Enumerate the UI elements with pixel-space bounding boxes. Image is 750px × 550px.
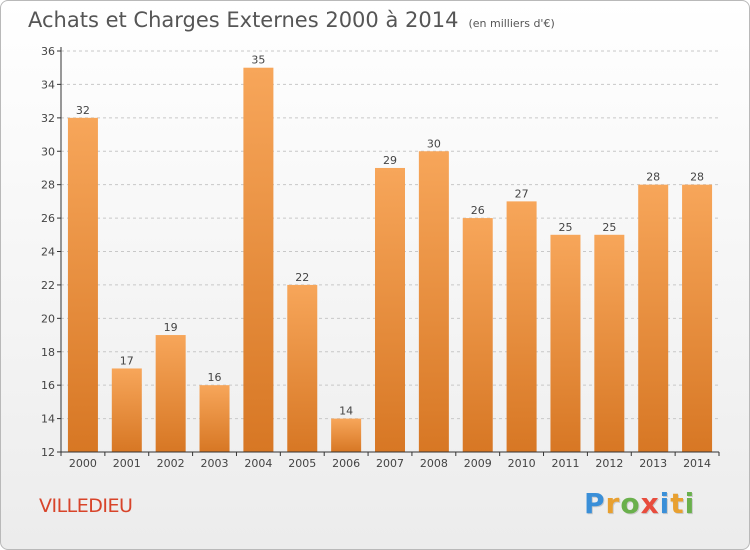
y-tick-label: 26 [41,212,55,225]
x-tick-label: 2013 [639,457,667,470]
bar-2014 [682,184,713,452]
data-label-2011: 25 [558,221,572,234]
data-label-2010: 27 [515,187,529,200]
chart-title-text: Achats et Charges Externes 2000 à 2014 [28,8,459,32]
y-tick-label: 30 [41,145,55,158]
data-label-2003: 16 [208,371,222,384]
data-label-2001: 17 [120,354,134,367]
bars [67,67,713,453]
chart-title: Achats et Charges Externes 2000 à 2014 (e… [28,8,555,32]
place-name: VILLEDIEU [39,495,133,517]
y-tick-label: 14 [41,413,55,426]
x-tick-label: 2014 [683,457,711,470]
data-label-2006: 14 [339,405,353,418]
axes [57,47,720,456]
bar-2003 [199,385,230,452]
y-tick-label: 34 [41,78,55,91]
logo-letter: t [670,487,685,520]
x-tick-label: 2009 [464,457,492,470]
x-tick-label: 2008 [420,457,448,470]
data-label-2012: 25 [602,221,616,234]
data-label-2009: 26 [471,204,485,217]
x-tick-label: 2010 [508,457,536,470]
bar-2011 [550,234,581,452]
logo-letter: x [640,487,660,520]
x-tick-label: 2000 [69,457,97,470]
bar-2004 [243,67,274,452]
bar-2002 [155,335,186,452]
y-tick-label: 12 [41,446,55,459]
data-label-2000: 32 [76,104,90,117]
x-tick-label: 2007 [376,457,404,470]
y-tick-label: 18 [41,346,55,359]
data-label-2005: 22 [295,271,309,284]
y-tick-label: 36 [41,45,55,58]
data-label-2014: 28 [690,171,704,184]
y-tick-label: 24 [41,246,55,259]
bar-2012 [594,234,625,452]
labels: 12 14 16 18 20 22 24 26 28 30 32 34 36 32 2000 17 2001 19… [41,45,711,470]
logo-letter: P [584,487,606,520]
data-label-2008: 30 [427,137,441,150]
x-tick-label: 2012 [595,457,623,470]
bar-2013 [638,184,669,452]
x-tick-label: 2002 [157,457,185,470]
y-tick-label: 28 [41,179,55,192]
y-tick-label: 16 [41,379,55,392]
x-tick-label: 2006 [332,457,360,470]
logo-letter: i [684,487,696,520]
bar-2006 [331,418,362,452]
bar-2010 [506,201,537,452]
y-tick-label: 32 [41,112,55,125]
x-tick-label: 2011 [551,457,579,470]
bar-2009 [462,218,493,452]
data-label-2004: 35 [251,54,265,67]
chart-unit: (en milliers d'€) [468,17,555,30]
data-label-2013: 28 [646,171,660,184]
x-tick-label: 2003 [201,457,229,470]
bar-2008 [418,151,449,452]
y-tick-label: 20 [41,312,55,325]
logo-letter: i [659,487,671,520]
x-tick-label: 2001 [113,457,141,470]
x-tick-label: 2005 [288,457,316,470]
data-label-2002: 19 [164,321,178,334]
bar-2001 [111,368,142,452]
x-tick-label: 2004 [244,457,272,470]
y-tick-label: 22 [41,279,55,292]
bar-2005 [287,284,318,452]
bar-2000 [67,117,98,452]
proxiti-logo: Proxiti [584,487,695,520]
logo-letter: r [605,487,621,520]
data-label-2007: 29 [383,154,397,167]
bar-2007 [375,167,405,453]
logo-letter: o [620,487,641,520]
